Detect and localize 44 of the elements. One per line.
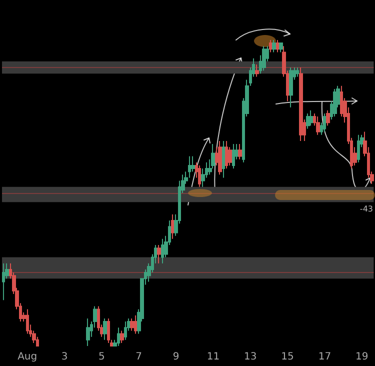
candlestick: [134, 314, 137, 334]
candlestick: [296, 67, 299, 78]
candlestick: [120, 330, 124, 344]
candlestick: [272, 40, 276, 53]
candlestick: [218, 140, 222, 176]
x-tick-label: 3: [61, 352, 68, 362]
x-tick-label: 13: [244, 352, 257, 362]
candlestick: [103, 318, 107, 340]
candlestick: [289, 67, 293, 108]
candlestick: [326, 110, 330, 126]
candlestick: [323, 112, 326, 132]
x-tick-label: 17: [318, 352, 332, 362]
candlestick: [279, 42, 283, 53]
x-tick-label: 9: [172, 352, 180, 362]
candlestick: [86, 318, 90, 346]
x-tick-label: 11: [206, 352, 220, 362]
x-tick-label: 7: [136, 352, 142, 362]
candlestick: [2, 262, 5, 301]
candlestick: [269, 40, 272, 53]
candlestick: [316, 116, 320, 136]
candlestick: [171, 214, 174, 240]
candlestick: [222, 140, 225, 178]
candlestick: [309, 110, 313, 126]
candlestick: [124, 321, 127, 340]
x-tick-label: 19: [356, 352, 368, 362]
candlestick: [232, 144, 235, 170]
candlestick: [255, 64, 259, 78]
candlestick: [130, 318, 134, 332]
candlestick: [238, 144, 242, 160]
candlestick: [357, 134, 360, 163]
candlestick: [26, 308, 29, 334]
candlestick: [198, 164, 201, 188]
candlestick: [262, 46, 266, 72]
candlestick: [225, 140, 228, 170]
candlestick: [157, 244, 161, 264]
candlestick: [161, 238, 164, 264]
candlestick: [276, 40, 279, 53]
annotation: -43: [360, 204, 374, 214]
candlestick: [299, 67, 303, 142]
x-tick-label: Aug: [18, 352, 38, 362]
candlestick: [107, 318, 110, 344]
x-tick-label: 5: [98, 352, 105, 362]
candlestick: [117, 327, 120, 346]
x-tick-label: 15: [281, 352, 294, 362]
